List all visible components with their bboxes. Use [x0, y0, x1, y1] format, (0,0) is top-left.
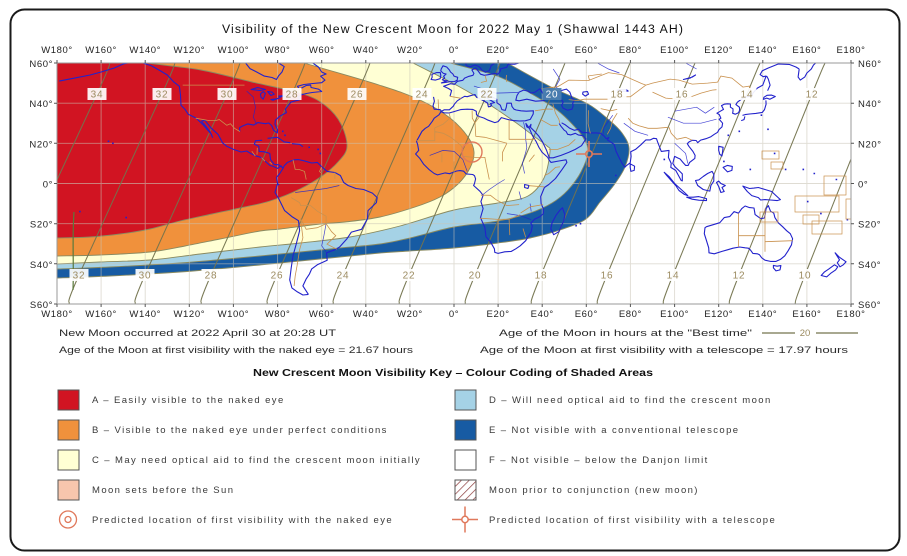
svg-text:32: 32 [156, 90, 169, 101]
svg-text:W60°: W60° [309, 309, 335, 320]
svg-text:Age of the Moon at first visib: Age of the Moon at first visibility with… [480, 345, 848, 356]
svg-text:28: 28 [205, 271, 218, 282]
svg-text:18: 18 [611, 90, 624, 101]
svg-text:W160°: W160° [85, 309, 117, 320]
svg-text:N40°: N40° [29, 99, 53, 110]
svg-text:N60°: N60° [858, 59, 882, 70]
svg-text:26: 26 [271, 271, 284, 282]
svg-text:E120°: E120° [704, 309, 733, 320]
svg-text:0°: 0° [43, 180, 53, 191]
svg-text:30: 30 [221, 90, 234, 101]
svg-text:E140°: E140° [748, 309, 777, 320]
svg-text:18: 18 [535, 271, 548, 282]
svg-text:S20°: S20° [30, 220, 53, 231]
svg-text:12: 12 [806, 90, 819, 101]
svg-text:26: 26 [351, 90, 364, 101]
svg-text:New Moon occurred at 2022 Apri: New Moon occurred at 2022 April 30 at 20… [59, 328, 336, 339]
svg-text:S40°: S40° [30, 260, 53, 271]
svg-text:24: 24 [337, 271, 350, 282]
svg-text:E20°: E20° [487, 309, 510, 320]
svg-text:W20°: W20° [397, 45, 423, 56]
svg-text:W100°: W100° [218, 45, 250, 56]
svg-text:Visibility of the New Crescent: Visibility of the New Crescent Moon for … [222, 24, 684, 36]
svg-text:Moon prior to conjunction (new: Moon prior to conjunction (new moon) [489, 485, 699, 496]
svg-text:Predicted location of first vi: Predicted location of first visibility w… [92, 515, 393, 526]
svg-text:32: 32 [73, 271, 86, 282]
svg-text:Predicted location of first vi: Predicted location of first visibility w… [489, 515, 776, 526]
svg-text:E120°: E120° [704, 45, 733, 56]
svg-text:E160°: E160° [792, 309, 821, 320]
svg-text:A – Easily visible to the nake: A – Easily visible to the naked eye [92, 395, 285, 406]
svg-text:20: 20 [546, 90, 559, 101]
svg-text:E100°: E100° [660, 309, 689, 320]
svg-text:E80°: E80° [619, 45, 642, 56]
svg-text:W180°: W180° [41, 45, 73, 56]
svg-text:30: 30 [139, 271, 152, 282]
svg-text:W20°: W20° [397, 309, 423, 320]
svg-text:N60°: N60° [29, 59, 53, 70]
svg-text:20: 20 [469, 271, 482, 282]
svg-text:16: 16 [676, 90, 689, 101]
svg-text:E60°: E60° [575, 45, 598, 56]
svg-text:W140°: W140° [129, 45, 161, 56]
svg-text:E40°: E40° [531, 309, 554, 320]
svg-text:E180°: E180° [837, 309, 866, 320]
svg-text:20: 20 [800, 328, 811, 339]
svg-text:E100°: E100° [660, 45, 689, 56]
svg-text:0°: 0° [449, 45, 459, 56]
svg-text:E180°: E180° [837, 45, 866, 56]
svg-text:C – May need optical aid to fi: C – May need optical aid to find the cre… [92, 455, 421, 466]
svg-text:E – Not visible with a convent: E – Not visible with a conventional tele… [489, 425, 739, 436]
svg-text:E80°: E80° [619, 309, 642, 320]
svg-text:28: 28 [286, 90, 299, 101]
svg-text:W40°: W40° [353, 309, 379, 320]
svg-text:S20°: S20° [858, 220, 881, 231]
svg-text:W120°: W120° [173, 309, 205, 320]
svg-text:0°: 0° [858, 180, 868, 191]
svg-text:Moon sets before the Sun: Moon sets before the Sun [92, 485, 234, 496]
svg-text:14: 14 [741, 90, 754, 101]
svg-text:16: 16 [601, 271, 614, 282]
svg-text:22: 22 [403, 271, 416, 282]
svg-text:S60°: S60° [858, 300, 881, 311]
svg-text:E20°: E20° [487, 45, 510, 56]
svg-text:E140°: E140° [748, 45, 777, 56]
svg-text:D – Will need optical aid to f: D – Will need optical aid to find the cr… [489, 395, 772, 406]
svg-text:12: 12 [733, 271, 746, 282]
svg-text:B – Visible to the naked eye u: B – Visible to the naked eye under perfe… [92, 425, 388, 436]
svg-text:W140°: W140° [129, 309, 161, 320]
svg-text:W160°: W160° [85, 45, 117, 56]
svg-text:W180°: W180° [41, 309, 73, 320]
svg-text:34: 34 [91, 90, 104, 101]
svg-text:F – Not visible – below the Da: F – Not visible – below the Danjon limit [489, 455, 709, 466]
svg-text:E40°: E40° [531, 45, 554, 56]
svg-text:W60°: W60° [309, 45, 335, 56]
svg-text:W80°: W80° [265, 309, 291, 320]
svg-text:10: 10 [799, 271, 812, 282]
svg-text:New Crescent Moon Visibility K: New Crescent Moon Visibility Key – Colou… [253, 367, 653, 379]
svg-text:N20°: N20° [29, 139, 53, 150]
svg-text:Age of the Moon in hours at th: Age of the Moon in hours at the "Best ti… [499, 328, 752, 339]
svg-text:Age of the Moon at first visib: Age of the Moon at first visibility with… [59, 345, 413, 356]
svg-text:S40°: S40° [858, 260, 881, 271]
svg-text:N40°: N40° [858, 99, 882, 110]
svg-text:22: 22 [481, 90, 494, 101]
svg-text:W80°: W80° [265, 45, 291, 56]
svg-text:E160°: E160° [792, 45, 821, 56]
svg-text:W120°: W120° [173, 45, 205, 56]
svg-text:14: 14 [667, 271, 680, 282]
svg-text:W40°: W40° [353, 45, 379, 56]
svg-text:24: 24 [416, 90, 429, 101]
svg-text:W100°: W100° [218, 309, 250, 320]
svg-text:0°: 0° [449, 309, 459, 320]
svg-text:N20°: N20° [858, 139, 882, 150]
svg-text:S60°: S60° [30, 300, 53, 311]
svg-text:E60°: E60° [575, 309, 598, 320]
